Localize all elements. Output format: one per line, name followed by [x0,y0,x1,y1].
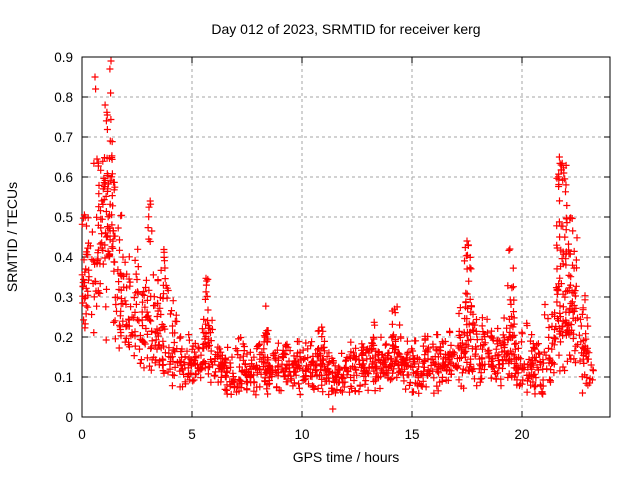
y-tick-label: 0 [65,410,73,425]
y-tick-label: 0.7 [54,130,73,145]
x-tick-label: 15 [404,427,419,442]
y-tick-label: 0.1 [54,370,73,385]
y-tick-label: 0.8 [54,90,73,105]
y-axis-label: SRMTID / TECUs [4,182,20,292]
x-tick-label: 20 [514,427,529,442]
tick-labels: 0 5 10 15 20 0 0.1 0.2 0.3 0.4 0.5 0.6 0.7 0.8 0.9 [54,50,529,442]
scatter-points [78,57,597,413]
chart-title: Day 012 of 2023, SRMTID for receiver ker… [211,21,480,37]
x-tick-label: 10 [294,427,309,442]
y-tick-label: 0.6 [54,170,73,185]
x-axis-label: GPS time / hours [293,449,400,465]
y-tick-label: 0.9 [54,50,73,65]
x-tick-label: 0 [78,427,86,442]
x-tick-label: 5 [188,427,196,442]
plot-border [81,56,611,418]
y-tick-label: 0.4 [54,250,73,265]
y-tick-label: 0.3 [54,290,73,305]
y-tick-label: 0.2 [54,330,73,345]
y-tick-label: 0.5 [54,210,73,225]
